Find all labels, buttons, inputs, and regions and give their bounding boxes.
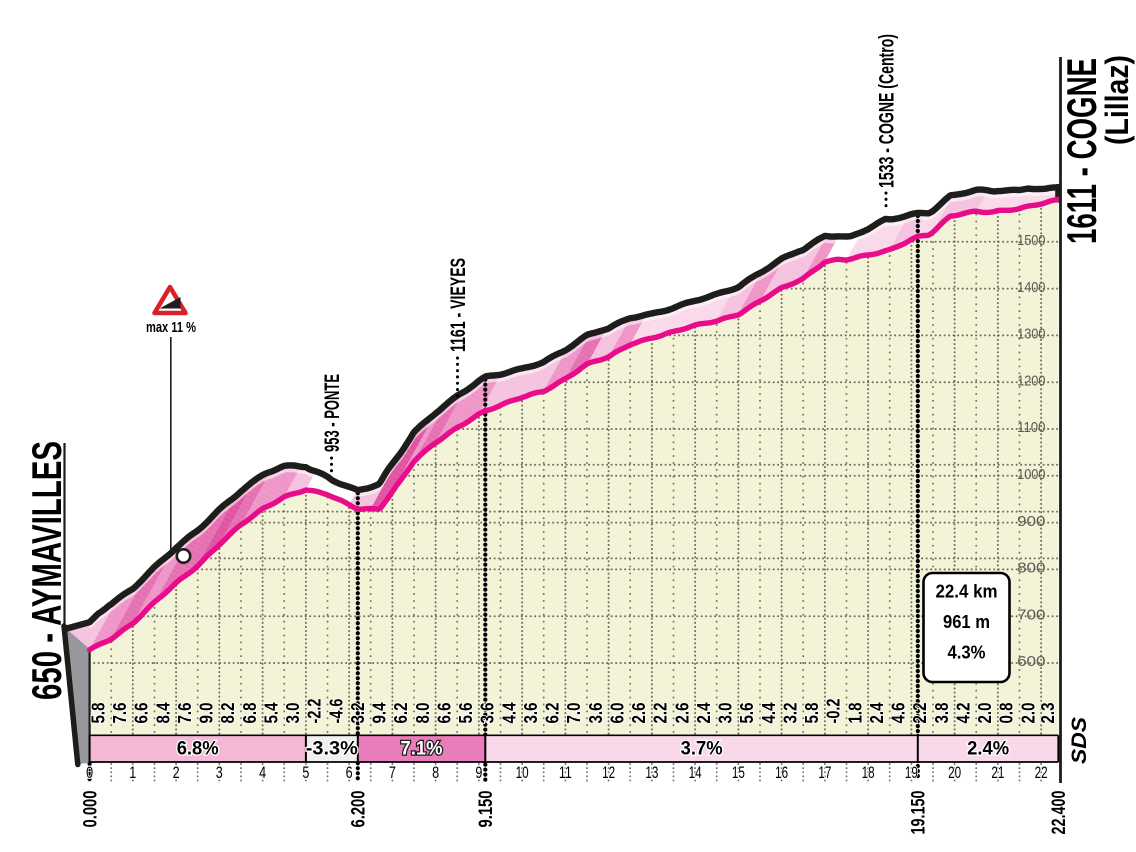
svg-text:3.6: 3.6	[521, 703, 541, 724]
svg-text:3.7%: 3.7%	[681, 738, 723, 760]
svg-text:4.3%: 4.3%	[948, 643, 986, 663]
svg-text:-4.6: -4.6	[326, 699, 346, 724]
svg-text:5.6: 5.6	[456, 703, 476, 724]
svg-text:900: 900	[1017, 513, 1045, 530]
svg-text:6.2: 6.2	[391, 703, 411, 724]
svg-text:9.150: 9.150	[476, 791, 497, 828]
svg-text:SDS: SDS	[1068, 717, 1091, 764]
svg-text:4.6: 4.6	[889, 703, 909, 724]
svg-text:0.8: 0.8	[997, 703, 1017, 724]
svg-text:1533 - COGNE (Centro): 1533 - COGNE (Centro)	[876, 34, 899, 188]
svg-text:6.8: 6.8	[240, 703, 260, 724]
svg-text:6: 6	[346, 763, 353, 782]
svg-text:20: 20	[948, 763, 961, 782]
svg-text:800: 800	[1017, 560, 1045, 577]
svg-text:9: 9	[475, 763, 482, 782]
svg-text:7.6: 7.6	[110, 703, 130, 724]
svg-text:1000: 1000	[1017, 466, 1045, 483]
svg-text:961 m: 961 m	[943, 612, 990, 632]
svg-text:7.6: 7.6	[175, 703, 195, 724]
svg-text:-0.2: -0.2	[824, 699, 844, 724]
svg-text:2.0: 2.0	[975, 703, 995, 724]
svg-text:2.4: 2.4	[694, 703, 714, 724]
svg-text:10: 10	[516, 763, 529, 782]
svg-text:2.4%: 2.4%	[967, 738, 1009, 760]
svg-text:4.4: 4.4	[759, 703, 779, 724]
svg-text:13: 13	[645, 763, 658, 782]
svg-text:2.6: 2.6	[672, 703, 692, 724]
svg-text:7.1%: 7.1%	[401, 738, 443, 760]
svg-text:6.200: 6.200	[349, 791, 370, 828]
svg-text:-3.3%: -3.3%	[306, 738, 358, 760]
svg-text:5.8: 5.8	[88, 703, 108, 724]
svg-text:2.6: 2.6	[629, 703, 649, 724]
svg-text:2.0: 2.0	[1018, 703, 1038, 724]
svg-text:0: 0	[86, 763, 93, 782]
svg-text:19: 19	[905, 763, 918, 782]
svg-text:5: 5	[302, 763, 309, 782]
svg-text:8.4: 8.4	[153, 703, 173, 724]
svg-text:1161 - VIEYES: 1161 - VIEYES	[447, 258, 470, 352]
svg-text:18: 18	[862, 763, 875, 782]
svg-text:0.000: 0.000	[80, 791, 101, 828]
svg-text:3.8: 3.8	[932, 703, 952, 724]
svg-text:3.2: 3.2	[348, 703, 368, 724]
svg-text:953 - PONTE: 953 - PONTE	[321, 374, 344, 452]
svg-text:17: 17	[818, 763, 831, 782]
svg-text:2.2: 2.2	[651, 703, 671, 724]
svg-text:7: 7	[389, 763, 396, 782]
svg-text:600: 600	[1017, 653, 1045, 670]
svg-text:6.2: 6.2	[543, 703, 563, 724]
svg-text:1500: 1500	[1017, 232, 1045, 249]
svg-text:11: 11	[559, 763, 572, 782]
svg-text:1300: 1300	[1017, 326, 1045, 343]
svg-text:5.8: 5.8	[802, 703, 822, 724]
svg-text:1611 - COGNE: 1611 - COGNE	[1058, 58, 1105, 244]
svg-text:650 - AYMAVILLES: 650 - AYMAVILLES	[23, 441, 70, 700]
svg-text:3: 3	[216, 763, 223, 782]
svg-text:3.2: 3.2	[780, 703, 800, 724]
svg-text:16: 16	[775, 763, 788, 782]
svg-text:1: 1	[129, 763, 136, 782]
svg-text:1200: 1200	[1017, 372, 1045, 389]
svg-text:5.4: 5.4	[261, 703, 281, 724]
svg-text:2.3: 2.3	[1038, 703, 1058, 724]
svg-text:4: 4	[259, 763, 266, 782]
svg-text:4.2: 4.2	[953, 703, 973, 724]
svg-text:9.0: 9.0	[197, 703, 217, 724]
svg-text:max 11 %: max 11 %	[146, 320, 196, 336]
svg-text:5.6: 5.6	[737, 703, 757, 724]
svg-text:1100: 1100	[1017, 419, 1045, 436]
svg-text:15: 15	[732, 763, 745, 782]
svg-text:14: 14	[689, 763, 702, 782]
svg-text:3.6: 3.6	[586, 703, 606, 724]
svg-text:22.400: 22.400	[1049, 791, 1070, 835]
svg-text:6.6: 6.6	[434, 703, 454, 724]
svg-text:22: 22	[1035, 763, 1048, 782]
svg-text:9.4: 9.4	[370, 703, 390, 724]
svg-text:7.0: 7.0	[564, 703, 584, 724]
svg-text:(Lillaz): (Lillaz)	[1099, 55, 1135, 145]
svg-text:3.0: 3.0	[716, 703, 736, 724]
svg-text:2.2: 2.2	[910, 703, 930, 724]
svg-text:1.8: 1.8	[845, 703, 865, 724]
svg-text:3.6: 3.6	[478, 703, 498, 724]
svg-text:8.0: 8.0	[413, 703, 433, 724]
svg-text:22.4 km: 22.4 km	[936, 582, 998, 602]
svg-text:6.0: 6.0	[607, 703, 627, 724]
svg-text:8: 8	[432, 763, 439, 782]
svg-text:1400: 1400	[1017, 279, 1045, 296]
svg-text:4.4: 4.4	[499, 703, 519, 724]
svg-text:6.6: 6.6	[132, 703, 152, 724]
svg-text:-2.2: -2.2	[305, 699, 325, 724]
svg-text:2: 2	[173, 763, 180, 782]
svg-text:2.4: 2.4	[867, 703, 887, 724]
svg-text:3.0: 3.0	[283, 703, 303, 724]
svg-text:12: 12	[602, 763, 615, 782]
svg-text:19.150: 19.150	[909, 791, 930, 835]
svg-text:8.2: 8.2	[218, 703, 238, 724]
svg-text:6.8%: 6.8%	[177, 738, 219, 760]
svg-text:700: 700	[1017, 606, 1045, 623]
svg-text:21: 21	[991, 763, 1004, 782]
